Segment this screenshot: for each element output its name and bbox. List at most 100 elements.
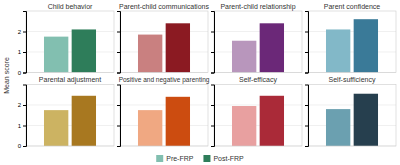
panel: Parent confidence xyxy=(305,3,396,74)
chart-svg: 012Child behavior Mean score Pre-FRP Post-F… xyxy=(0,0,400,165)
y-tick: 1 xyxy=(18,123,26,129)
plot-frame xyxy=(214,11,302,73)
grid-line xyxy=(26,125,114,126)
plot-frame xyxy=(26,85,114,147)
y-tick-label: 1 xyxy=(18,123,22,129)
panel-title: Positive and negative parenting xyxy=(119,76,210,84)
grid-line xyxy=(308,31,396,32)
panel: Self-sufficiency xyxy=(305,76,396,147)
y-tick xyxy=(117,105,120,106)
y-axis xyxy=(211,12,215,74)
y-tick xyxy=(305,32,308,33)
plot-frame xyxy=(308,85,396,147)
bar xyxy=(166,23,190,72)
y-tick-mark xyxy=(23,73,26,74)
y-axis-line xyxy=(305,85,309,147)
y-axis-line xyxy=(117,85,121,147)
y-tick-mark xyxy=(23,52,26,53)
y-tick-mark xyxy=(117,105,120,106)
legend-swatch xyxy=(203,155,210,162)
bars xyxy=(326,94,378,146)
legend-item: Post-FRP xyxy=(203,155,244,162)
panel: Self-efficacy xyxy=(211,76,302,147)
y-tick-mark xyxy=(211,32,214,33)
bar xyxy=(72,29,96,72)
y-axis-line xyxy=(117,12,121,74)
y-axis xyxy=(117,85,121,147)
y-tick-mark xyxy=(23,146,26,147)
y-tick xyxy=(305,52,308,53)
panel-title: Self-efficacy xyxy=(239,76,277,84)
y-tick-mark xyxy=(117,32,120,33)
y-tick-mark xyxy=(305,52,308,53)
y-tick-mark xyxy=(23,126,26,127)
y-tick-mark xyxy=(117,73,120,74)
grid-line xyxy=(26,52,114,53)
bar xyxy=(354,19,378,72)
y-tick xyxy=(211,126,214,127)
y-tick-label: 0 xyxy=(18,143,22,149)
y-tick-mark xyxy=(117,52,120,53)
y-tick xyxy=(305,146,308,147)
bar xyxy=(166,97,190,146)
bars xyxy=(232,23,284,72)
plot-frame xyxy=(120,11,208,73)
y-axis xyxy=(117,12,121,74)
y-tick xyxy=(211,105,214,106)
y-axis xyxy=(211,85,215,147)
bars xyxy=(232,96,284,146)
panel: Parent-child relationship xyxy=(211,3,302,74)
y-tick xyxy=(211,146,214,147)
grid-line xyxy=(308,52,396,53)
bar xyxy=(72,96,96,146)
y-axis-title: Mean score xyxy=(3,57,10,94)
legend-item: Pre-FRP xyxy=(156,155,194,162)
grid-line xyxy=(26,31,114,32)
panel: Parent-child communications xyxy=(117,3,209,74)
panel-title: Parent-child communications xyxy=(119,3,209,10)
bar xyxy=(232,41,256,73)
panel-title: Self-sufficiency xyxy=(329,76,376,84)
y-tick xyxy=(117,52,120,53)
y-axis-line xyxy=(211,12,215,74)
bars xyxy=(138,97,190,146)
plot-frame xyxy=(26,11,114,73)
bar xyxy=(138,35,162,73)
panel-title: Parent confidence xyxy=(324,3,381,10)
bars xyxy=(138,23,190,72)
panel-title: Parental adjustment xyxy=(39,76,101,84)
y-axis: 012 xyxy=(18,85,27,149)
grid-line xyxy=(214,105,302,106)
y-tick-mark xyxy=(117,126,120,127)
y-tick xyxy=(117,126,120,127)
y-tick-mark xyxy=(305,146,308,147)
y-tick xyxy=(211,73,214,74)
panel-title: Parent-child relationship xyxy=(220,3,295,11)
y-axis: 012 xyxy=(18,12,27,76)
grid-line xyxy=(214,31,302,32)
y-tick-label: 2 xyxy=(18,29,22,35)
grid xyxy=(308,105,396,146)
y-tick-mark xyxy=(117,146,120,147)
y-tick xyxy=(211,52,214,53)
bar xyxy=(354,94,378,146)
grid xyxy=(26,32,114,73)
legend: Pre-FRP Post-FRP xyxy=(156,155,244,162)
grid xyxy=(120,32,208,73)
y-axis xyxy=(305,12,309,74)
grid-line xyxy=(308,125,396,126)
y-axis-line xyxy=(23,12,27,74)
y-tick xyxy=(305,105,308,106)
y-tick: 2 xyxy=(18,29,26,35)
bars xyxy=(44,96,96,146)
bar xyxy=(326,29,350,72)
bar xyxy=(44,37,68,73)
bar xyxy=(260,96,284,146)
grid-line xyxy=(120,52,208,53)
grid xyxy=(214,32,302,73)
panel: 012Child behavior xyxy=(18,3,114,76)
y-tick-mark xyxy=(211,146,214,147)
grid-line xyxy=(26,105,114,106)
panel: Positive and negative parenting xyxy=(117,76,210,147)
grid xyxy=(26,105,114,146)
